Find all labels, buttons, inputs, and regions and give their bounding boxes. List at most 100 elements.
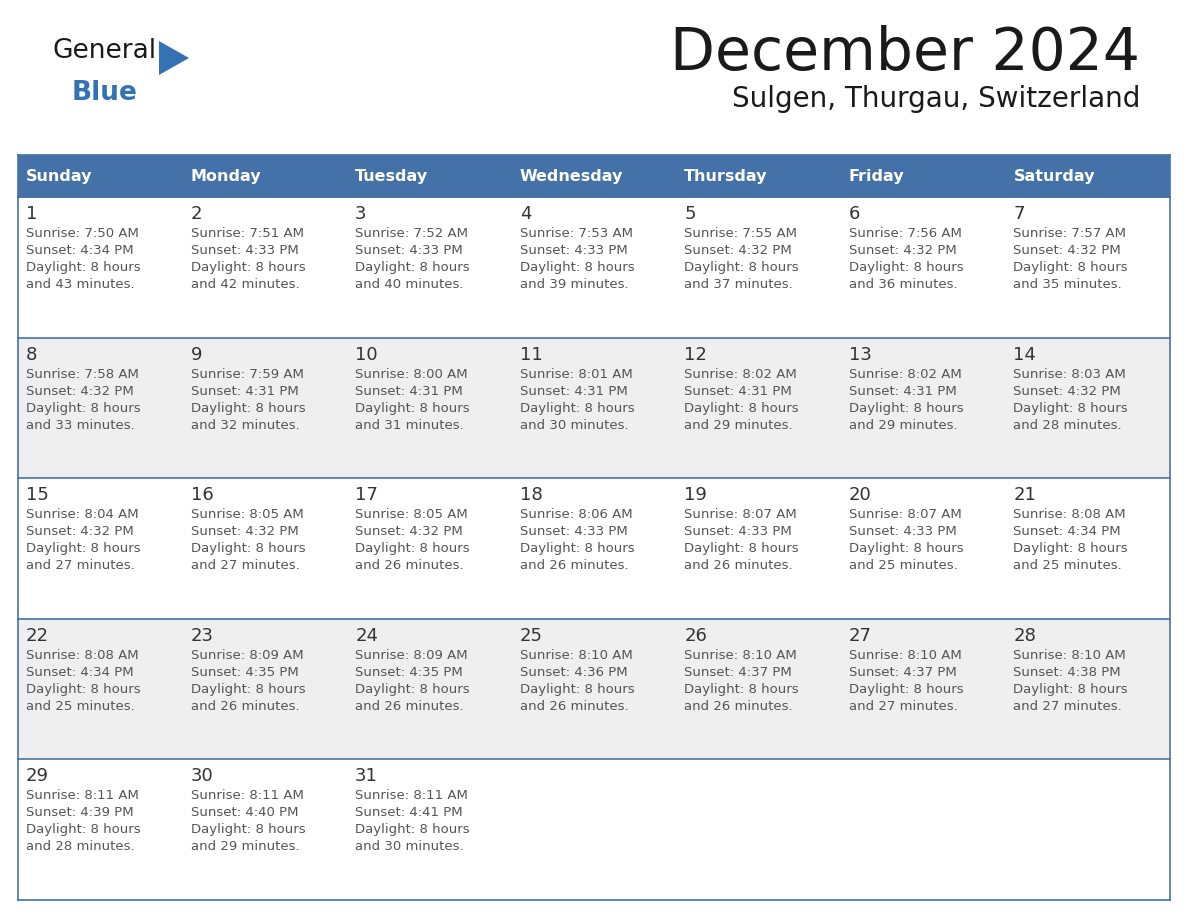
Text: Daylight: 8 hours: Daylight: 8 hours xyxy=(190,261,305,274)
Text: 16: 16 xyxy=(190,487,214,504)
Text: Sunrise: 8:10 AM: Sunrise: 8:10 AM xyxy=(1013,649,1126,662)
Text: and 39 minutes.: and 39 minutes. xyxy=(519,278,628,291)
Text: Daylight: 8 hours: Daylight: 8 hours xyxy=(849,543,963,555)
Text: Sunset: 4:37 PM: Sunset: 4:37 PM xyxy=(849,666,956,678)
Text: Sunset: 4:32 PM: Sunset: 4:32 PM xyxy=(26,385,134,397)
Text: Sunrise: 8:05 AM: Sunrise: 8:05 AM xyxy=(190,509,303,521)
Bar xyxy=(18,338,1170,478)
Text: 14: 14 xyxy=(1013,345,1036,364)
Text: and 26 minutes.: and 26 minutes. xyxy=(684,700,792,712)
Text: Daylight: 8 hours: Daylight: 8 hours xyxy=(1013,543,1129,555)
Text: Daylight: 8 hours: Daylight: 8 hours xyxy=(519,543,634,555)
Text: and 31 minutes.: and 31 minutes. xyxy=(355,419,463,431)
Text: Sunset: 4:35 PM: Sunset: 4:35 PM xyxy=(190,666,298,678)
Text: Sunset: 4:32 PM: Sunset: 4:32 PM xyxy=(190,525,298,538)
Text: and 29 minutes.: and 29 minutes. xyxy=(684,419,792,431)
Text: Sunset: 4:33 PM: Sunset: 4:33 PM xyxy=(519,525,627,538)
Text: Daylight: 8 hours: Daylight: 8 hours xyxy=(849,683,963,696)
Text: and 26 minutes.: and 26 minutes. xyxy=(684,559,792,572)
Text: Sunset: 4:38 PM: Sunset: 4:38 PM xyxy=(1013,666,1121,678)
Text: 7: 7 xyxy=(1013,205,1025,223)
Text: 25: 25 xyxy=(519,627,543,644)
Text: Sunrise: 8:06 AM: Sunrise: 8:06 AM xyxy=(519,509,632,521)
Text: Daylight: 8 hours: Daylight: 8 hours xyxy=(355,401,469,415)
Text: 3: 3 xyxy=(355,205,367,223)
Text: Sunrise: 7:53 AM: Sunrise: 7:53 AM xyxy=(519,227,633,240)
Text: and 29 minutes.: and 29 minutes. xyxy=(190,840,299,854)
Text: Sunset: 4:36 PM: Sunset: 4:36 PM xyxy=(519,666,627,678)
Bar xyxy=(347,155,512,197)
Text: Daylight: 8 hours: Daylight: 8 hours xyxy=(26,683,140,696)
Text: Daylight: 8 hours: Daylight: 8 hours xyxy=(26,823,140,836)
Text: 22: 22 xyxy=(26,627,49,644)
Text: and 36 minutes.: and 36 minutes. xyxy=(849,278,958,291)
Text: 18: 18 xyxy=(519,487,543,504)
Text: Sunrise: 7:52 AM: Sunrise: 7:52 AM xyxy=(355,227,468,240)
Text: Sunrise: 8:11 AM: Sunrise: 8:11 AM xyxy=(190,789,303,802)
Text: and 26 minutes.: and 26 minutes. xyxy=(519,700,628,712)
Text: Sunset: 4:33 PM: Sunset: 4:33 PM xyxy=(684,525,792,538)
Text: Sunrise: 8:02 AM: Sunrise: 8:02 AM xyxy=(684,367,797,381)
Text: Sunrise: 8:04 AM: Sunrise: 8:04 AM xyxy=(26,509,139,521)
Text: and 25 minutes.: and 25 minutes. xyxy=(26,700,134,712)
Text: and 37 minutes.: and 37 minutes. xyxy=(684,278,794,291)
Text: and 26 minutes.: and 26 minutes. xyxy=(190,700,299,712)
Text: Sunrise: 8:02 AM: Sunrise: 8:02 AM xyxy=(849,367,961,381)
Text: and 27 minutes.: and 27 minutes. xyxy=(26,559,134,572)
Text: Sunrise: 8:10 AM: Sunrise: 8:10 AM xyxy=(519,649,632,662)
Text: and 26 minutes.: and 26 minutes. xyxy=(355,559,463,572)
Text: Monday: Monday xyxy=(190,169,261,184)
Text: Sunset: 4:41 PM: Sunset: 4:41 PM xyxy=(355,806,463,820)
Text: Sunrise: 8:08 AM: Sunrise: 8:08 AM xyxy=(1013,509,1126,521)
Text: and 25 minutes.: and 25 minutes. xyxy=(849,559,958,572)
Text: Sunset: 4:40 PM: Sunset: 4:40 PM xyxy=(190,806,298,820)
Text: 5: 5 xyxy=(684,205,696,223)
Text: and 30 minutes.: and 30 minutes. xyxy=(519,419,628,431)
Text: Sunset: 4:34 PM: Sunset: 4:34 PM xyxy=(26,244,133,257)
Text: 28: 28 xyxy=(1013,627,1036,644)
Text: Friday: Friday xyxy=(849,169,904,184)
Text: 19: 19 xyxy=(684,487,707,504)
Text: Daylight: 8 hours: Daylight: 8 hours xyxy=(26,401,140,415)
Text: Sunset: 4:34 PM: Sunset: 4:34 PM xyxy=(1013,525,1121,538)
Text: and 33 minutes.: and 33 minutes. xyxy=(26,419,134,431)
Text: 26: 26 xyxy=(684,627,707,644)
Text: and 25 minutes.: and 25 minutes. xyxy=(1013,559,1123,572)
Text: and 42 minutes.: and 42 minutes. xyxy=(190,278,299,291)
Text: 6: 6 xyxy=(849,205,860,223)
Text: Sunrise: 8:09 AM: Sunrise: 8:09 AM xyxy=(190,649,303,662)
Text: Thursday: Thursday xyxy=(684,169,767,184)
Text: Daylight: 8 hours: Daylight: 8 hours xyxy=(1013,401,1129,415)
Text: Blue: Blue xyxy=(72,80,138,106)
Text: and 32 minutes.: and 32 minutes. xyxy=(190,419,299,431)
Text: and 29 minutes.: and 29 minutes. xyxy=(849,419,958,431)
Text: Sunset: 4:39 PM: Sunset: 4:39 PM xyxy=(26,806,133,820)
Bar xyxy=(676,155,841,197)
Text: Sunset: 4:32 PM: Sunset: 4:32 PM xyxy=(684,244,792,257)
Text: Sunrise: 7:57 AM: Sunrise: 7:57 AM xyxy=(1013,227,1126,240)
Text: Sunrise: 8:09 AM: Sunrise: 8:09 AM xyxy=(355,649,468,662)
Text: Daylight: 8 hours: Daylight: 8 hours xyxy=(355,261,469,274)
Text: Sunrise: 8:11 AM: Sunrise: 8:11 AM xyxy=(26,789,139,802)
Text: Daylight: 8 hours: Daylight: 8 hours xyxy=(519,401,634,415)
Text: 23: 23 xyxy=(190,627,214,644)
Text: 27: 27 xyxy=(849,627,872,644)
Text: Sunrise: 8:03 AM: Sunrise: 8:03 AM xyxy=(1013,367,1126,381)
Text: Sunset: 4:31 PM: Sunset: 4:31 PM xyxy=(190,385,298,397)
Text: Daylight: 8 hours: Daylight: 8 hours xyxy=(849,401,963,415)
Text: Sunset: 4:33 PM: Sunset: 4:33 PM xyxy=(519,244,627,257)
Bar xyxy=(18,197,1170,338)
Text: Sunrise: 7:55 AM: Sunrise: 7:55 AM xyxy=(684,227,797,240)
Text: 15: 15 xyxy=(26,487,49,504)
Text: Sunset: 4:32 PM: Sunset: 4:32 PM xyxy=(1013,385,1121,397)
Text: Daylight: 8 hours: Daylight: 8 hours xyxy=(684,261,798,274)
Text: 29: 29 xyxy=(26,767,49,786)
Text: and 30 minutes.: and 30 minutes. xyxy=(355,840,463,854)
Bar xyxy=(512,155,676,197)
Text: and 26 minutes.: and 26 minutes. xyxy=(519,559,628,572)
Text: Sunset: 4:34 PM: Sunset: 4:34 PM xyxy=(26,666,133,678)
Text: Sunset: 4:33 PM: Sunset: 4:33 PM xyxy=(190,244,298,257)
Text: and 40 minutes.: and 40 minutes. xyxy=(355,278,463,291)
Text: Daylight: 8 hours: Daylight: 8 hours xyxy=(849,261,963,274)
Polygon shape xyxy=(159,41,189,75)
